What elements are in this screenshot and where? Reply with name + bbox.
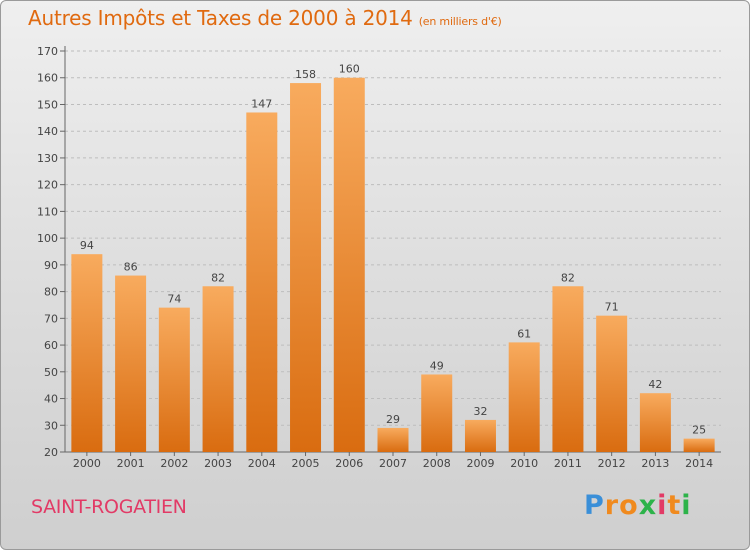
bar-2002 — [158, 307, 190, 452]
data-label-2013: 42 — [648, 378, 662, 391]
y-tick-label: 70 — [44, 312, 58, 325]
proxiti-logo: Proxiti — [584, 490, 692, 521]
data-label-2007: 29 — [386, 413, 400, 426]
y-tick-label: 40 — [44, 393, 58, 406]
y-tick-label: 20 — [44, 446, 58, 459]
y-tick-label: 50 — [44, 366, 58, 379]
x-tick-label-2014: 2014 — [685, 457, 713, 470]
data-label-2008: 49 — [430, 359, 444, 372]
labels: 20 30 40 50 60 70 80 90 100 110 120 130 140 150 160 170… — [37, 45, 713, 470]
logo-letter: t — [667, 490, 682, 521]
logo-letter: o — [619, 490, 639, 521]
bar-2001 — [115, 275, 147, 452]
bar-2005 — [290, 83, 322, 452]
data-label-2010: 61 — [517, 327, 531, 340]
x-tick-label-2012: 2012 — [598, 457, 626, 470]
logo-letter: x — [638, 490, 658, 521]
data-label-2009: 32 — [473, 405, 487, 418]
data-label-2006: 160 — [339, 63, 360, 76]
y-tick-label: 110 — [37, 205, 58, 218]
bars — [71, 77, 715, 452]
bar-2013 — [639, 393, 671, 452]
chart-title-text: Autres Impôts et Taxes de 2000 à 2014 — [28, 6, 413, 30]
chart-subtitle: (en milliers d'€) — [418, 15, 502, 28]
bar-2007 — [377, 427, 409, 452]
y-tick-label: 30 — [44, 419, 58, 432]
y-tick-label: 90 — [44, 259, 58, 272]
x-tick-label-2008: 2008 — [423, 457, 451, 470]
y-tick-label: 80 — [44, 286, 58, 299]
bar-2009 — [464, 419, 496, 452]
commune-name: SAINT-ROGATIEN — [31, 496, 187, 518]
bar-2004 — [246, 112, 278, 452]
x-tick-label-2002: 2002 — [160, 457, 188, 470]
bar-2014 — [683, 438, 715, 452]
y-tick-label: 150 — [37, 98, 58, 111]
chart-title: Autres Impôts et Taxes de 2000 à 2014 (en… — [28, 6, 502, 30]
bar-2010 — [508, 342, 540, 452]
data-label-2011: 82 — [561, 271, 575, 284]
data-label-2004: 147 — [251, 97, 272, 110]
logo-letter: r — [604, 490, 620, 521]
bar-2012 — [596, 315, 628, 452]
y-tick-label: 130 — [37, 152, 58, 165]
x-tick-label-2001: 2001 — [117, 457, 145, 470]
bar-2003 — [202, 286, 234, 452]
y-tick-label: 140 — [37, 125, 58, 138]
bar-2011 — [552, 286, 584, 452]
data-label-2001: 86 — [124, 261, 138, 274]
bar-2006 — [333, 77, 365, 452]
data-label-2012: 71 — [605, 301, 619, 314]
x-tick-label-2004: 2004 — [248, 457, 276, 470]
logo-letter: i — [681, 490, 692, 521]
x-tick-label-2003: 2003 — [204, 457, 232, 470]
x-tick-label-2005: 2005 — [292, 457, 320, 470]
data-label-2000: 94 — [80, 239, 94, 252]
x-tick-label-2000: 2000 — [73, 457, 101, 470]
y-tick-label: 160 — [37, 72, 58, 85]
x-tick-label-2006: 2006 — [335, 457, 363, 470]
data-label-2005: 158 — [295, 68, 316, 81]
x-tick-label-2011: 2011 — [554, 457, 582, 470]
x-tick-label-2010: 2010 — [510, 457, 538, 470]
data-label-2014: 25 — [692, 424, 706, 437]
bar-2008 — [421, 374, 453, 452]
y-tick-label: 170 — [37, 45, 58, 58]
bar-2000 — [71, 254, 103, 452]
y-tick-label: 60 — [44, 339, 58, 352]
x-tick-label-2009: 2009 — [466, 457, 494, 470]
x-tick-label-2007: 2007 — [379, 457, 407, 470]
x-tick-label-2013: 2013 — [641, 457, 669, 470]
data-label-2003: 82 — [211, 271, 225, 284]
data-label-2002: 74 — [167, 293, 181, 306]
logo-letter: i — [657, 490, 668, 521]
logo-letter: P — [584, 490, 605, 521]
y-tick-label: 120 — [37, 179, 58, 192]
y-tick-label: 100 — [37, 232, 58, 245]
